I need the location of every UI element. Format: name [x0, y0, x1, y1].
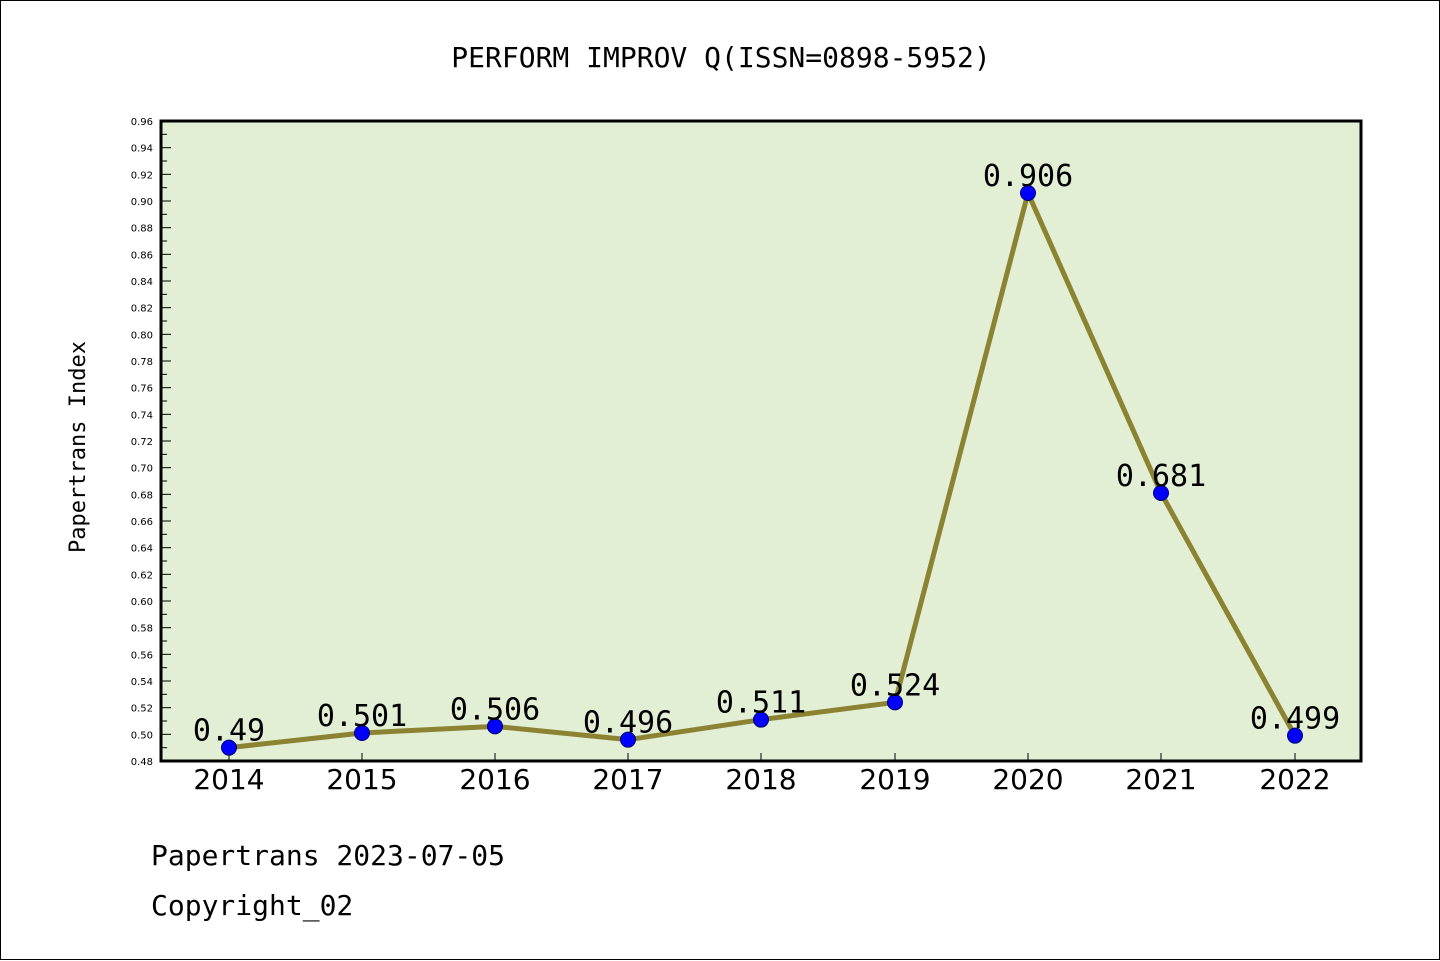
data-label-2022: 0.499 — [1250, 702, 1340, 737]
y-tick-label: 0.48 — [131, 757, 153, 768]
y-axis-ticks: 0.48 0.50 0.52 0.54 0.56 0.58 0.60 0.62 0.64 0.66… — [131, 117, 171, 768]
data-point-2016 — [487, 718, 503, 735]
y-tick-label: 0.52 — [131, 704, 153, 715]
data-point-markers — [221, 185, 1303, 756]
y-tick-label: 0.90 — [131, 197, 153, 208]
x-tick-label: 2020 — [992, 763, 1063, 796]
data-label-2015: 0.501 — [317, 699, 407, 734]
y-tick-label: 0.72 — [131, 437, 153, 448]
y-tick-label: 0.68 — [131, 490, 153, 501]
y-tick-label: 0.96 — [131, 117, 153, 128]
x-tick-label: 2019 — [859, 763, 930, 796]
data-label-2014: 0.49 — [193, 714, 265, 749]
y-axis-label: Papertrans Index — [66, 341, 91, 553]
data-point-2017 — [620, 731, 636, 748]
y-tick-label: 0.86 — [131, 250, 153, 261]
y-tick-label: 0.94 — [131, 144, 153, 155]
chart-title: PERFORM IMPROV Q(ISSN=0898-5952) — [451, 41, 990, 74]
y-tick-label: 0.76 — [131, 384, 153, 395]
y-tick-label: 0.92 — [131, 170, 153, 181]
x-tick-label: 2017 — [592, 763, 663, 796]
footer-date-text: Papertrans 2023-07-05 — [151, 839, 505, 872]
data-point-2014 — [221, 739, 237, 756]
y-tick-label: 0.74 — [131, 410, 153, 421]
x-tick-label: 2022 — [1259, 763, 1330, 796]
footer-copyright-text: Copyright_02 — [151, 889, 353, 923]
data-labels-group: 0.49 0.501 0.506 0.496 0.511 0.524 0.906 0.681 0… — [193, 159, 1340, 749]
y-tick-label: 0.56 — [131, 650, 153, 661]
data-label-2017: 0.496 — [583, 706, 673, 741]
y-tick-label: 0.78 — [131, 357, 153, 368]
x-tick-label: 2016 — [459, 763, 530, 796]
data-point-2019 — [887, 694, 903, 711]
x-tick-label: 2018 — [725, 763, 796, 796]
data-label-2016: 0.506 — [450, 692, 540, 727]
data-point-2021 — [1153, 485, 1169, 501]
y-tick-label: 0.54 — [131, 677, 153, 688]
data-label-2018: 0.511 — [716, 686, 806, 721]
y-tick-label: 0.82 — [131, 304, 153, 315]
plot-area — [161, 121, 1361, 761]
y-tick-label: 0.62 — [131, 570, 153, 581]
data-point-2020 — [1020, 185, 1036, 201]
y-tick-label: 0.64 — [131, 544, 153, 555]
data-label-2019: 0.524 — [850, 668, 940, 703]
data-point-2022 — [1287, 727, 1303, 744]
y-tick-label: 0.66 — [131, 517, 153, 528]
x-tick-label: 2021 — [1125, 763, 1196, 796]
x-axis-ticks: 2014 2015 2016 2017 2018 2019 2020 2021 2022 — [193, 753, 1331, 796]
data-point-2018 — [753, 711, 769, 728]
y-tick-label: 0.84 — [131, 277, 153, 288]
y-tick-label: 0.60 — [131, 597, 153, 608]
x-tick-label: 2014 — [193, 763, 264, 796]
y-tick-label: 0.58 — [131, 624, 153, 635]
y-tick-label: 0.50 — [131, 730, 153, 741]
data-label-2021: 0.681 — [1116, 459, 1206, 494]
data-label-2020: 0.906 — [983, 159, 1073, 194]
data-point-2015 — [354, 725, 370, 741]
plot-border — [159, 119, 1363, 763]
y-tick-label: 0.80 — [131, 330, 153, 341]
y-tick-label: 0.88 — [131, 224, 153, 235]
y-tick-label: 0.70 — [131, 464, 153, 475]
x-tick-label: 2015 — [326, 763, 397, 796]
